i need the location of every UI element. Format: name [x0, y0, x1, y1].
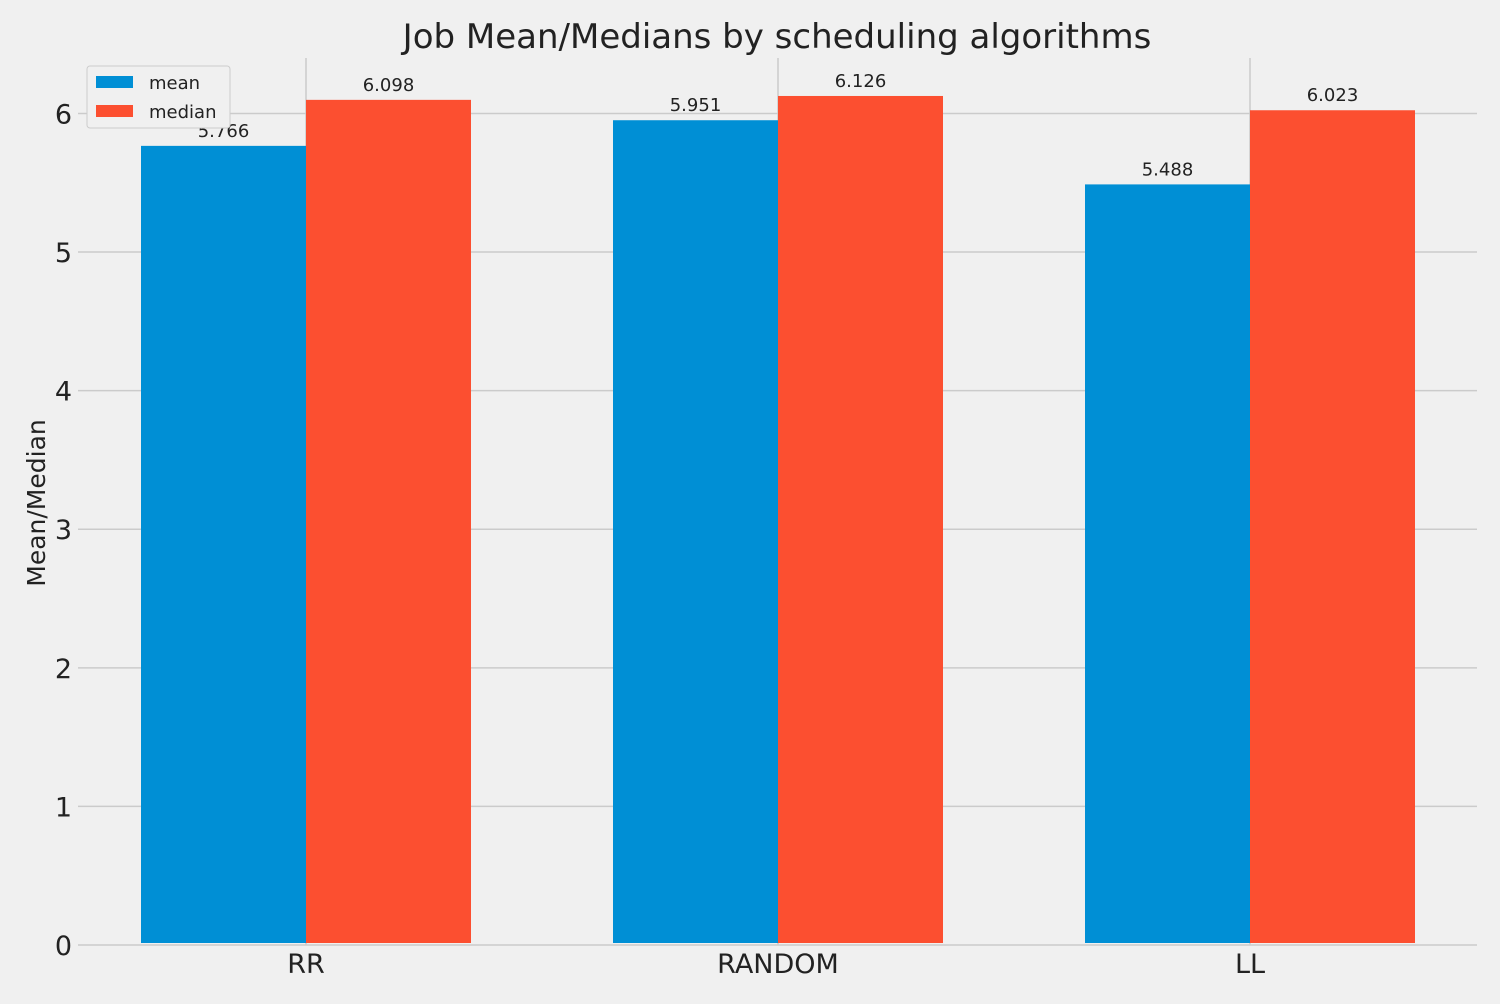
bar-median: [306, 99, 471, 943]
legend: mean median: [86, 65, 231, 129]
x-tick-label: LL: [1235, 949, 1265, 980]
x-tick-label: RANDOM: [717, 949, 839, 980]
bars: [141, 95, 1415, 944]
y-tick-label: 1: [55, 792, 72, 823]
data-label-mean: 5.951: [670, 95, 722, 116]
bar-mean: [613, 120, 778, 944]
y-tick-label: 6: [55, 99, 72, 130]
data-label-median: 6.126: [835, 71, 887, 92]
legend-swatch-mean: [96, 76, 133, 88]
y-tick-label: 2: [55, 654, 72, 685]
legend-label-median: median: [149, 102, 216, 123]
data-label-median: 6.023: [1307, 85, 1359, 106]
bar-median: [778, 95, 943, 944]
data-label-mean: 5.488: [1142, 159, 1194, 180]
chart-title: Job Mean/Medians by scheduling algorithm…: [401, 17, 1152, 57]
y-tick-label: 5: [55, 238, 72, 269]
legend-swatch-median: [96, 105, 133, 117]
y-axis-label: Mean/Median: [22, 419, 51, 586]
y-tick-label: 0: [55, 931, 72, 962]
data-label-median: 6.098: [363, 75, 415, 96]
bar-median: [1250, 110, 1415, 943]
legend-label-mean: mean: [149, 73, 200, 94]
x-axis-ticks: RR RANDOM LL: [287, 949, 1265, 980]
y-tick-label: 3: [55, 515, 72, 546]
bar-mean: [141, 145, 306, 944]
x-tick-label: RR: [287, 949, 325, 980]
y-tick-label: 4: [55, 377, 72, 408]
bar-mean: [1085, 184, 1250, 943]
y-axis-ticks: 0 1 2 3 4 5 6: [55, 99, 72, 962]
